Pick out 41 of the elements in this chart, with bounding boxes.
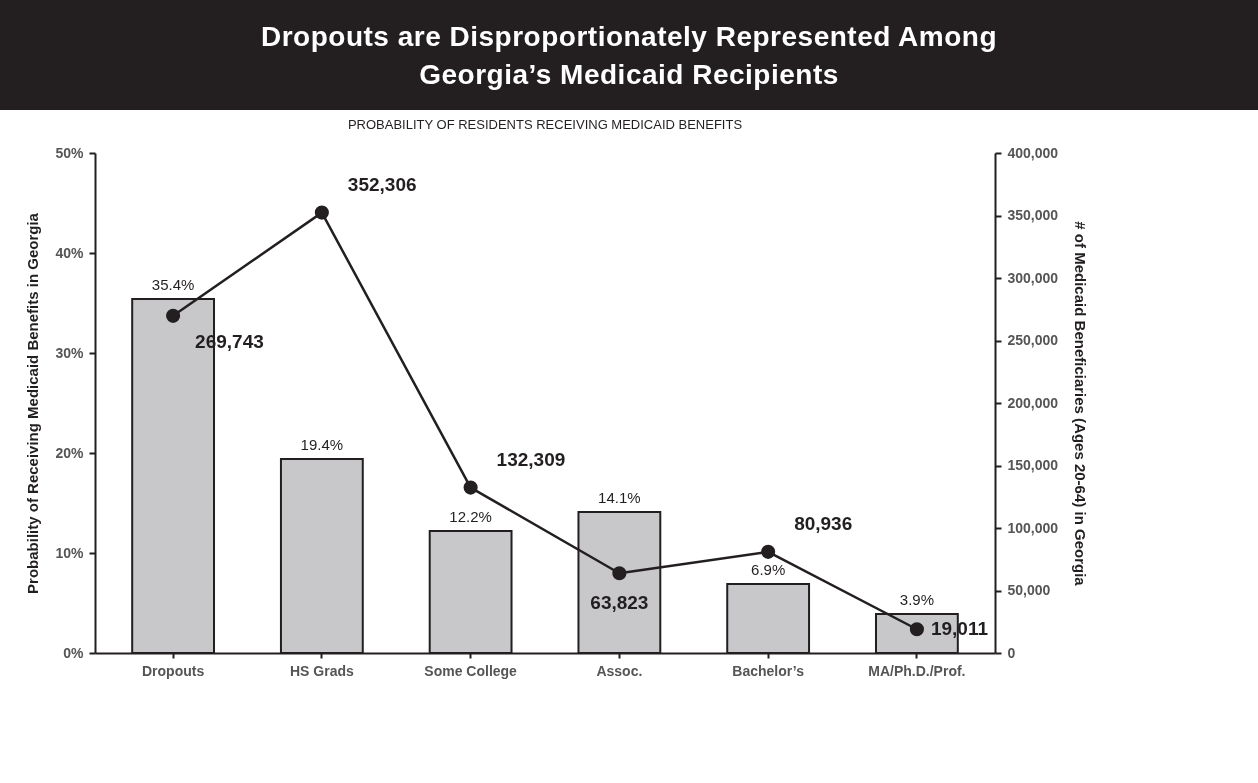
y2-tick-label: 400,000 — [1007, 144, 1059, 161]
y-tick-label: 20% — [55, 444, 85, 461]
y2-tick-label: 200,000 — [1007, 394, 1059, 411]
x-tick-label: Assoc. — [596, 662, 643, 679]
x-tick-label: Dropouts — [141, 662, 205, 679]
y-tick-label: 30% — [55, 344, 85, 361]
y2-tick-label: 100,000 — [1007, 519, 1059, 536]
y2-tick-label: 50,000 — [1007, 582, 1051, 598]
point — [166, 308, 181, 323]
y-axis-title: Probability of Receiving Medicaid Benefits in Georgia — [24, 212, 42, 594]
x-tick-label: Bachelor’s — [732, 662, 805, 679]
data-label: 132,309 — [496, 448, 566, 470]
point — [314, 205, 329, 220]
y-tick-label: 40% — [55, 244, 85, 261]
data-label: 80,936 — [794, 512, 853, 534]
data-label: 35.4% — [151, 276, 195, 293]
y2-tick-label: 300,000 — [1007, 269, 1059, 286]
data-label: 3.9% — [899, 591, 934, 608]
data-label: 6.9% — [751, 561, 786, 578]
y2-axis-title: # of Medicaid Beneficiaries (Ages 20-64) in Georgia — [1072, 221, 1090, 587]
data-label: 19.4% — [300, 436, 344, 453]
y2-tick-label: 150,000 — [1007, 457, 1059, 473]
data-label: 12.2% — [449, 508, 492, 525]
x-tick-label: HS Grads — [289, 662, 354, 679]
x-tick-label: MA/Ph.D./Prof. — [868, 662, 966, 679]
point — [761, 544, 776, 559]
chart-title: Dropouts are Disproportionately Represented Among Georgia’s Medicaid Recipients — [0, 0, 1258, 110]
data-label: 63,823 — [590, 592, 649, 614]
y-tick-label: 10% — [55, 544, 85, 561]
data-label: 352,306 — [347, 173, 417, 195]
y2-tick-label: 0 — [1007, 644, 1016, 661]
point — [463, 480, 478, 495]
point — [909, 622, 924, 637]
chart-subtitle: PROBABILITY OF RESIDENTS RECEIVING MEDICAID BENEFITS — [347, 117, 743, 132]
y-tick-label: 50% — [55, 144, 85, 161]
x-tick-label: Some College — [424, 662, 518, 679]
y2-tick-label: 350,000 — [1007, 207, 1059, 223]
point — [612, 566, 627, 581]
y-tick-label: 0% — [63, 644, 85, 661]
y2-tick-label: 250,000 — [1007, 332, 1059, 348]
data-label: 14.1% — [598, 489, 641, 506]
